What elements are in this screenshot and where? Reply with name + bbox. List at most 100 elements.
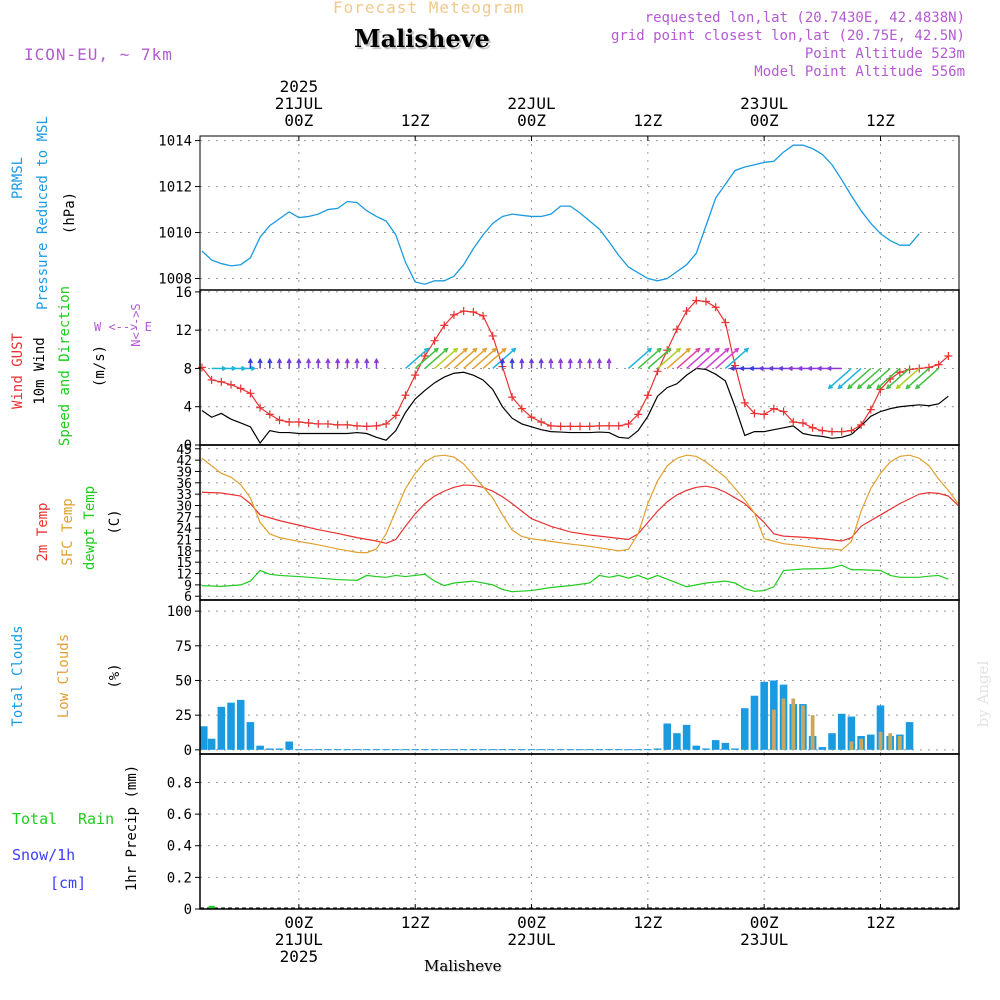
total-clouds-bar: [508, 749, 516, 751]
wind-tick-label: 12: [175, 323, 192, 339]
wind-arrow-head: [777, 365, 784, 372]
wind-arrow: [492, 348, 516, 370]
wind-arrow-head: [905, 384, 911, 390]
gust-point: [323, 419, 332, 428]
wind-arrow: [434, 348, 458, 370]
wind-arrow-head: [501, 347, 507, 353]
gust-point: [566, 422, 575, 431]
gust-point: [508, 393, 517, 402]
panel-frame: [199, 444, 960, 601]
bottom-axis-line: 12Z: [400, 913, 430, 932]
total-clouds-bar: [498, 749, 507, 751]
wind-arrow-head: [354, 357, 360, 364]
gust-point: [818, 426, 827, 435]
temp-tick-label: 9: [184, 579, 192, 594]
total-clouds-bar: [653, 748, 662, 750]
total-clouds-bar: [217, 706, 226, 750]
total-clouds-bar: [614, 749, 623, 751]
temp-tick-label: 36: [176, 477, 192, 492]
total-clouds-bar: [740, 708, 749, 750]
total-clouds-bar: [547, 749, 555, 751]
sfctemp-line: [201, 454, 959, 554]
wind-arrow-head: [519, 357, 525, 364]
wind-arrow-head: [558, 357, 564, 364]
total-clouds-bar: [362, 749, 371, 751]
prmsl-tick-label: 1012: [158, 180, 192, 196]
wind-arrow-head: [462, 347, 468, 353]
grid-point-coords: grid point closest lon,lat (20.75E, 42.5…: [610, 28, 965, 44]
gust-point: [314, 419, 323, 428]
wind-arrow-head: [606, 357, 612, 364]
location-title: Malisheve: [354, 24, 490, 53]
wind-arrow-head: [423, 347, 430, 353]
total-clouds-bar: [847, 716, 856, 750]
temp-tick-label: 39: [176, 465, 192, 480]
temp-tick-label: 45: [176, 443, 192, 458]
bottom-axis-line: 00Z: [517, 913, 546, 932]
wind-arrow: [637, 348, 662, 370]
total-clouds-bar: [702, 748, 710, 750]
wind-arrow: [686, 348, 710, 370]
bottom-axis-line: [724, 948, 804, 965]
total-clouds-bar: [207, 738, 216, 750]
wind-tick-label: 16: [175, 285, 192, 301]
precip-tick-label: 0.2: [167, 870, 192, 886]
total-clouds-bar: [905, 722, 914, 750]
total-clouds-bar: [750, 695, 759, 750]
total-clouds-bar: [275, 748, 284, 750]
bottom-axis-line: 2025: [279, 947, 319, 966]
total-clouds-bar: [663, 723, 672, 750]
low-clouds-bar: [859, 738, 863, 750]
gust-point: [362, 422, 371, 431]
gust-point: [798, 418, 807, 427]
top-axis-line: 22JUL: [507, 94, 556, 113]
clouds-tick-label: 0: [184, 743, 192, 759]
total-clouds-bar: [459, 749, 468, 751]
gust-point: [575, 422, 584, 431]
bottom-axis-label: 12Z: [840, 914, 920, 965]
total-clouds-bar: [353, 749, 361, 751]
clouds-tick-label: 25: [175, 708, 192, 724]
wind-arrow-head: [509, 357, 515, 364]
total-clouds-bar: [711, 740, 720, 750]
total-clouds-bar: [721, 742, 730, 750]
top-axis-label: 2025 21JUL 00Z: [259, 78, 339, 129]
wind-arrow-head: [914, 384, 921, 390]
wind-arrow-head: [267, 357, 273, 364]
wind-arrow-head: [286, 357, 292, 364]
temp-tick-label: 42: [176, 454, 192, 469]
gust-point: [479, 311, 488, 320]
gust-point: [711, 303, 720, 312]
dewpt-line: [201, 564, 949, 593]
top-axis-line: 00Z: [284, 111, 314, 130]
gust-point: [459, 307, 468, 316]
gust-point: [469, 308, 478, 317]
total-clouds-bar: [692, 745, 701, 750]
gust-point: [333, 420, 342, 429]
temp-tick-label: 27: [176, 511, 192, 526]
temp-tick-label: 30: [176, 499, 192, 514]
total-clouds-bar: [585, 749, 594, 751]
wind-arrow: [838, 367, 862, 389]
temp-tick-label: 21: [176, 534, 192, 549]
top-axis-line: 2025: [279, 77, 319, 96]
bottom-axis-line: 00Z: [284, 913, 314, 932]
gust-point: [430, 336, 439, 345]
wind-arrow-head: [257, 357, 263, 364]
wind-arrow: [828, 367, 852, 389]
total-clouds-bar: [673, 733, 681, 750]
wind-arrow: [657, 348, 681, 370]
bottom-axis-line: 12Z: [633, 913, 663, 932]
gust-point: [527, 413, 536, 422]
gust-point: [634, 410, 643, 419]
wind-arrow-head: [767, 365, 774, 372]
bottom-axis-line: 00Z: [749, 913, 779, 932]
bottom-axis-line: [608, 931, 688, 948]
top-axis-line: 21JUL: [274, 94, 323, 113]
wind-arrow-head: [743, 347, 750, 353]
wind-arrow-head: [787, 365, 793, 372]
gust-point: [304, 418, 313, 427]
total-clouds-bar: [537, 749, 545, 751]
wind-arrow: [896, 367, 920, 389]
prmsl-tick-label: 1014: [158, 134, 192, 150]
